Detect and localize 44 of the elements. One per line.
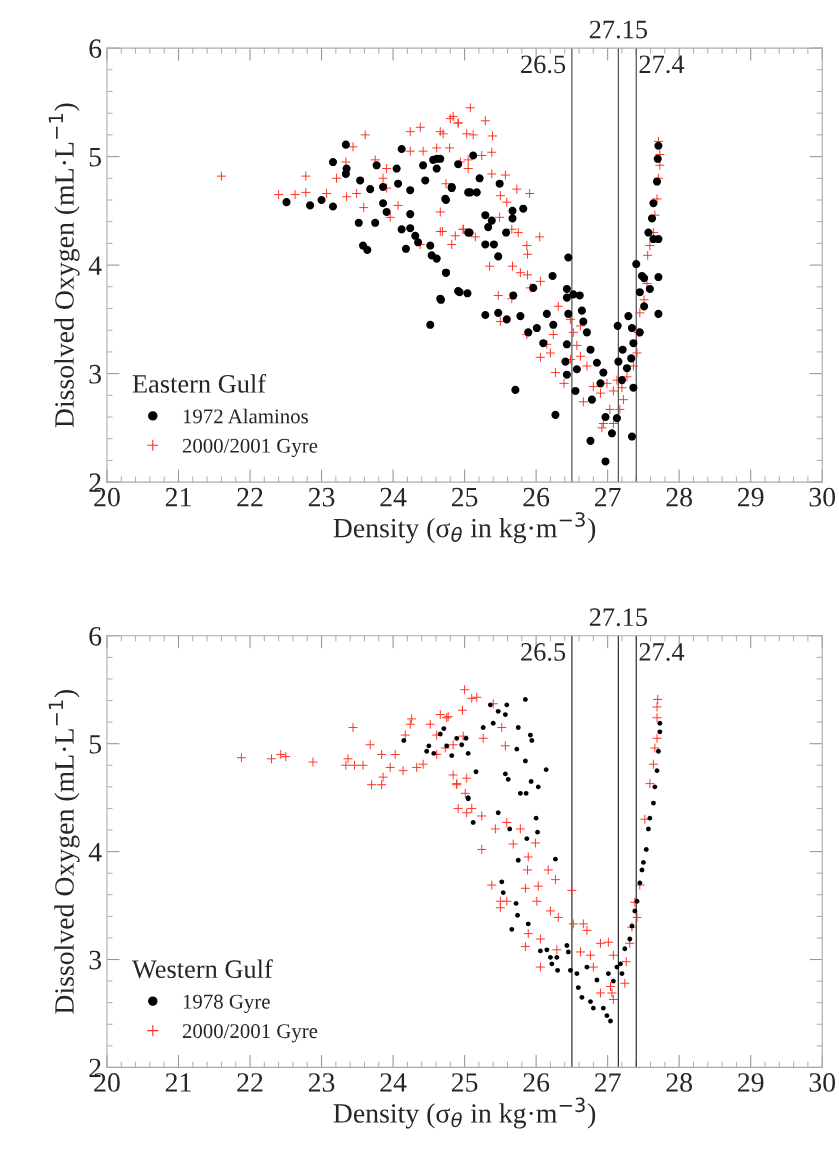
ref-line-label: 26.5 — [521, 643, 566, 661]
legend-title: Eastern Gulf — [132, 373, 267, 393]
x-tick-label: 24 — [380, 1073, 407, 1092]
x-tick-label: 28 — [666, 1073, 692, 1092]
x-tick-label: 30 — [809, 487, 836, 507]
y-tick-label: 4 — [88, 256, 102, 275]
ref-line-label: 27.4 — [639, 55, 685, 74]
legend-title: Western Gulf — [132, 959, 273, 979]
x-axis-title: Density (σ$_{θ}$ in kg·m$^{−3}$) — [333, 1097, 596, 1129]
x-tick-label: 21 — [165, 1073, 191, 1092]
legend-label: 1972 Alaminos — [183, 408, 308, 424]
x-tick-label: 23 — [308, 487, 335, 507]
legend-label: 1978 Gyre — [183, 994, 270, 1013]
x-tick-label: 26 — [523, 1073, 550, 1092]
x-tick-label: 21 — [165, 487, 191, 507]
ref-line-label: 27.15 — [589, 608, 648, 627]
x-tick-label: 24 — [380, 487, 407, 507]
x-tick-label: 22 — [237, 1073, 263, 1092]
x-tick-label: 30 — [809, 1073, 836, 1092]
legend-label: 2000/2001 Gyre — [182, 1024, 318, 1043]
y-tick-label: 3 — [89, 950, 102, 970]
x-axis-title: Density (σ$_{θ}$ in kg·m$^{−3}$) — [333, 512, 596, 544]
x-tick-label: 25 — [451, 1073, 478, 1092]
ref-line-label: 27.15 — [589, 20, 648, 39]
ref-line-label: 27.4 — [639, 643, 685, 661]
x-tick-label: 27 — [594, 487, 621, 507]
ref-line-label: 26.5 — [521, 55, 566, 74]
x-tick-label: 23 — [308, 1073, 335, 1092]
y-axis-title: Dissolved Oxygen (mL·L$^{−1}$) — [48, 103, 80, 428]
y-tick-label: 5 — [89, 148, 102, 167]
x-tick-label: 26 — [523, 487, 550, 507]
y-tick-label: 5 — [89, 735, 102, 754]
x-tick-label: 22 — [237, 487, 263, 507]
x-tick-label: 27 — [594, 1073, 621, 1092]
y-axis-title: Dissolved Oxygen (mL·L$^{−1}$) — [48, 689, 80, 1014]
legend-label: 2000/2001 Gyre — [182, 438, 318, 458]
y-tick-label: 4 — [88, 842, 102, 862]
x-tick-label: 29 — [738, 1073, 764, 1092]
x-tick-label: 25 — [451, 487, 478, 507]
y-tick-label: 6 — [89, 627, 102, 646]
y-tick-label: 3 — [89, 364, 102, 384]
y-tick-label: 6 — [89, 39, 102, 58]
x-tick-label: 29 — [738, 487, 764, 507]
x-tick-label: 28 — [666, 487, 692, 507]
